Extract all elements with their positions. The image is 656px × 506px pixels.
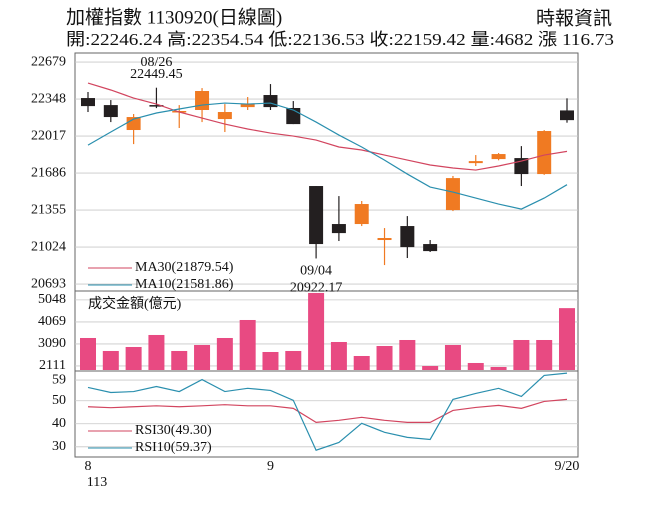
y-tick-label: 2111: [39, 358, 66, 373]
x-tick-label: 8: [85, 459, 92, 474]
candle-body: [377, 238, 392, 241]
x-tick-label: 9: [267, 459, 274, 474]
bar: [125, 346, 142, 370]
y-tick-label: 5048: [38, 292, 66, 307]
y-tick-label: 22017: [31, 128, 66, 143]
quote-line: 開:22246.24 高:22354.54 低:22136.53 收:22159…: [66, 30, 614, 49]
legend-label: MA30(21879.54): [135, 260, 234, 275]
y-tick-label: 22348: [31, 91, 66, 106]
bar: [444, 344, 461, 370]
candle-body: [354, 204, 369, 225]
bar: [80, 337, 96, 370]
candle-body: [81, 98, 95, 107]
candle-body: [195, 90, 210, 111]
bar: [102, 350, 119, 370]
y-tick-label: 3090: [38, 336, 66, 351]
annotation-value: 20922.17: [290, 281, 343, 296]
annotation-date: 08/26: [140, 55, 172, 70]
legend-label: RSI10(59.37): [135, 440, 212, 455]
bar: [422, 365, 439, 370]
bar: [239, 319, 256, 370]
y-tick-label: 21024: [31, 239, 66, 254]
annotation-value: 22449.45: [130, 67, 183, 82]
bar: [353, 355, 370, 370]
bar: [171, 350, 188, 370]
bar: [308, 292, 325, 370]
bar: [376, 345, 393, 370]
candle-body: [217, 112, 232, 120]
chart-title: 加權指數 1130920(日線圖): [66, 6, 282, 28]
y-tick-label: 22679: [31, 54, 66, 69]
bar: [399, 339, 416, 370]
line-series: [87, 82, 568, 171]
bar: [536, 339, 553, 370]
bar: [513, 339, 530, 370]
bar: [490, 366, 507, 370]
candle-body: [400, 226, 415, 248]
bar: [559, 308, 575, 370]
bar: [330, 341, 347, 370]
line-series: [87, 398, 568, 424]
bar: [262, 351, 279, 370]
bar: [194, 344, 211, 370]
bar: [216, 337, 233, 370]
annotation-date: 09/04: [300, 264, 332, 279]
legend-label: RSI30(49.30): [135, 423, 212, 438]
candle-body: [263, 95, 278, 108]
candle-body: [331, 224, 346, 234]
y-tick-label: 4069: [38, 314, 66, 329]
candle-body: [126, 117, 141, 131]
y-tick-label: 40: [52, 416, 66, 431]
panel-title: 成交金額(億元): [88, 295, 182, 312]
line-series: [87, 372, 568, 451]
x-tick-label: 9/20: [555, 459, 580, 474]
candle-body: [103, 105, 118, 118]
candle-body: [468, 161, 483, 164]
candle-body: [240, 104, 255, 108]
candle-body: [537, 131, 552, 175]
candle-body: [309, 186, 324, 245]
legend-label: MA10(21581.86): [135, 277, 234, 292]
y-tick-label: 50: [52, 393, 66, 408]
candle-body: [491, 154, 506, 160]
bar: [285, 350, 302, 370]
y-tick-label: 21355: [31, 202, 66, 217]
y-tick-label: 59: [52, 372, 66, 387]
bar: [148, 334, 165, 370]
bar: [467, 362, 484, 370]
source: 時報資訊: [536, 7, 612, 29]
candle-body: [560, 110, 574, 121]
candle-body: [423, 244, 438, 252]
frame: [74, 52, 579, 458]
y-tick-label: 20693: [31, 276, 66, 291]
year-label: 113: [87, 475, 107, 490]
y-tick-label: 30: [52, 439, 66, 454]
line-series: [87, 102, 568, 210]
candle-body: [445, 178, 460, 211]
y-tick-label: 21686: [31, 165, 66, 180]
candle-body: [149, 105, 164, 107]
